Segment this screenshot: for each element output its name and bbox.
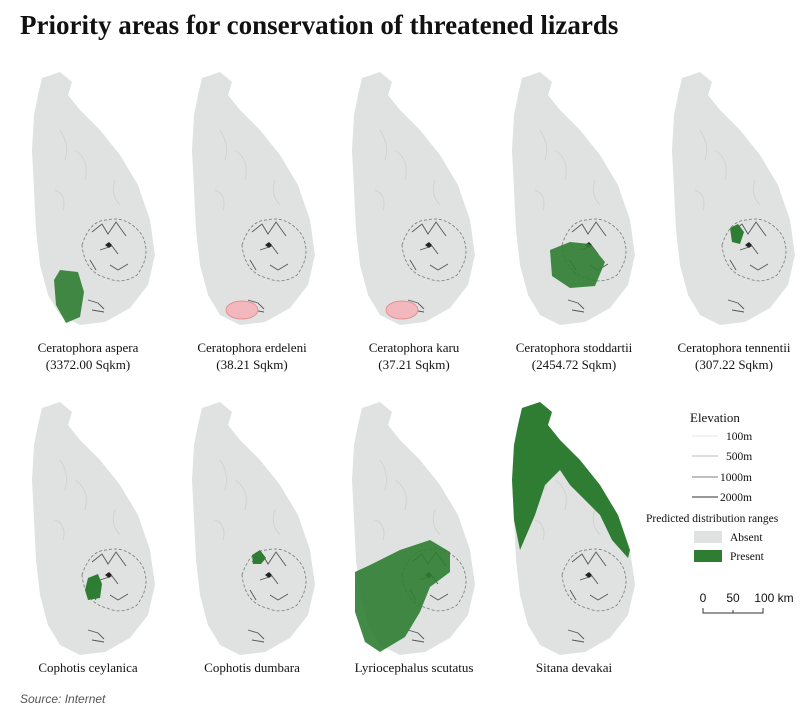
legend-title: Predicted distribution ranges: [646, 513, 779, 525]
species-name: Ceratophora erdeleni: [197, 340, 307, 355]
species-name: Ceratophora aspera: [38, 340, 139, 355]
scale-label: 100 km: [754, 591, 793, 605]
species-name: Ceratophora stoddartii: [516, 340, 633, 355]
legend-swatch: [694, 550, 722, 562]
title: Priority areas for conservation of threa…: [20, 10, 618, 40]
species-name: Sitana devakai: [536, 660, 613, 675]
legend: Elevation 100m 500m 1000m 2000m Predicte…: [646, 410, 779, 563]
legend-label: Present: [730, 551, 765, 563]
legend-swatch: [694, 531, 722, 543]
legend-label: 100m: [726, 431, 752, 443]
map: [192, 72, 315, 325]
map: [192, 402, 315, 655]
legend-label: 1000m: [720, 472, 752, 484]
species-name: Lyriocephalus scutatus: [355, 660, 474, 675]
legend-label: 500m: [726, 451, 752, 463]
map: [32, 72, 155, 325]
map: [672, 72, 795, 325]
source: Source: Internet: [20, 692, 106, 706]
map: [352, 402, 475, 655]
species-area: (3372.00 Sqkm): [46, 357, 131, 372]
map: [352, 72, 475, 325]
legend-label: 2000m: [720, 492, 752, 504]
species-area: (37.21 Sqkm): [378, 357, 450, 372]
species-name: Cophotis ceylanica: [38, 660, 138, 675]
species-area: (38.21 Sqkm): [216, 357, 288, 372]
legend-label: Absent: [730, 532, 763, 544]
species-name: Cophotis dumbara: [204, 660, 300, 675]
map: [512, 402, 635, 655]
species-name: Ceratophora karu: [369, 340, 460, 355]
map: [32, 402, 155, 655]
species-area: (307.22 Sqkm): [695, 357, 773, 372]
scale-label: 50: [726, 591, 740, 605]
species-area: (2454.72 Sqkm): [532, 357, 617, 372]
map: [512, 72, 635, 325]
species-name: Ceratophora tennentii: [678, 340, 791, 355]
scale-label: 0: [700, 591, 707, 605]
legend-title: Elevation: [690, 410, 740, 425]
scale-bar: 0 50 100 km: [700, 591, 794, 614]
